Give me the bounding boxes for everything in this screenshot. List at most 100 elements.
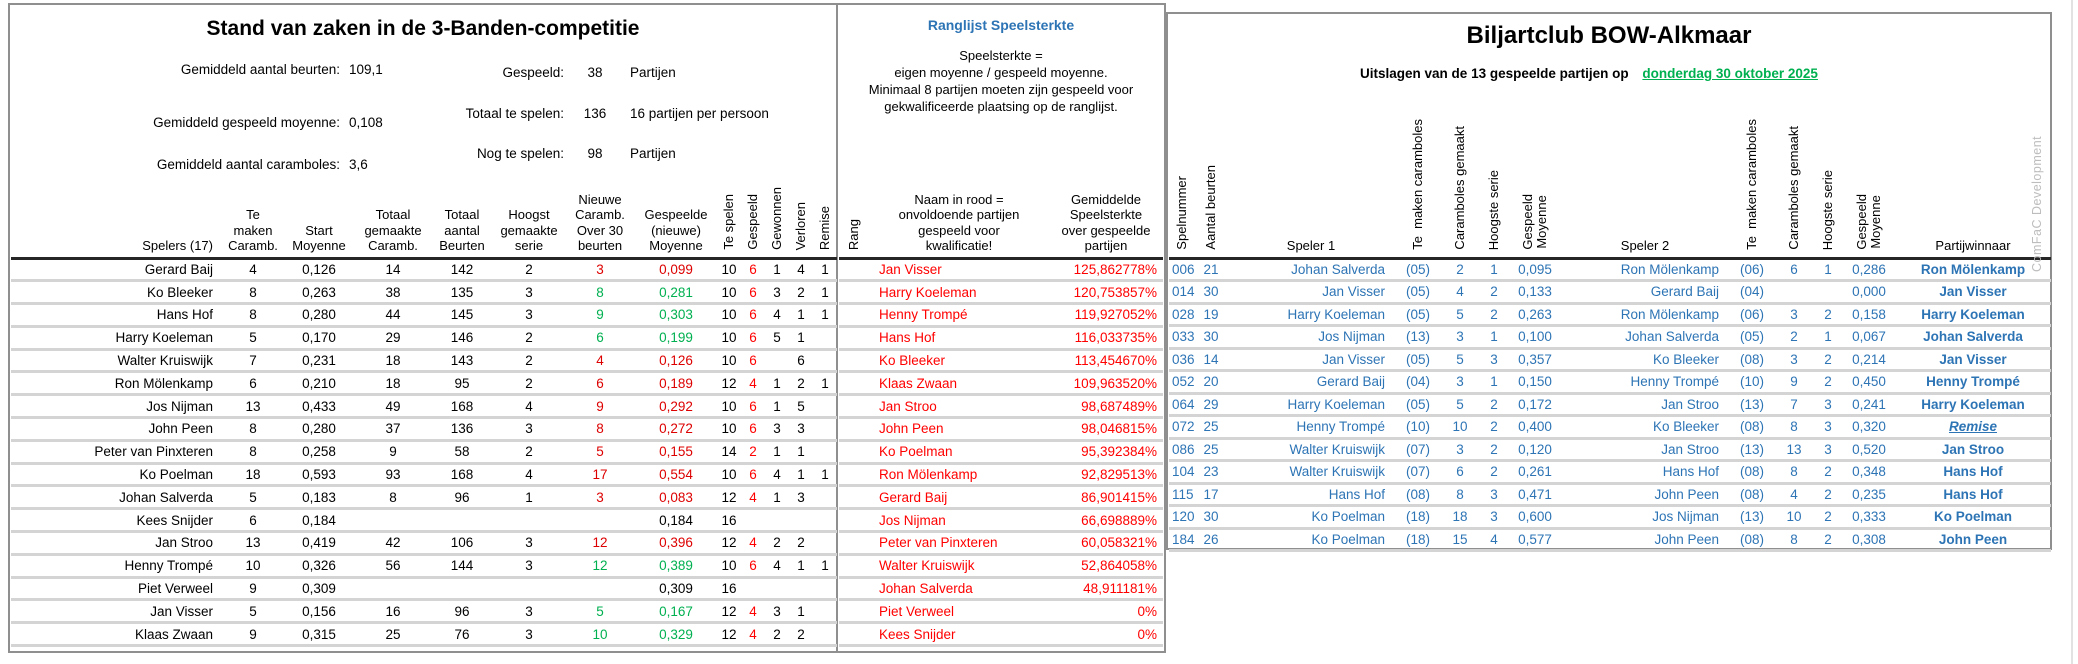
cell-speler1-hoogste-serie: 2 [1479, 280, 1509, 305]
standings-row: Harry Koeleman 5 0,170 29 146 2 6 0,199 … [11, 326, 837, 351]
cell-gewonnen: 3 [765, 599, 789, 625]
cell-gespeelde-moyenne: 0,389 [635, 554, 717, 579]
cell-start-moyenne: 0,231 [283, 349, 355, 374]
cell-speler1-hoogste-serie: 1 [1479, 325, 1509, 350]
cell-rang [839, 440, 869, 465]
stat-value: 109,1 [349, 62, 383, 77]
cell-rang [839, 280, 869, 306]
cell-totaal-gemaakte: 38 [355, 280, 431, 306]
cell-speler2-moyenne: 0,067 [1843, 325, 1895, 350]
cell-te-maken: 7 [223, 349, 283, 374]
cell-nieuwe-caramb: 6 [565, 326, 635, 351]
cell-totaal-gemaakte: 44 [355, 303, 431, 328]
cell-speelsterkte: 119,927052% [1049, 303, 1163, 328]
cell-spelnummer: 120 [1169, 505, 1195, 530]
ranking-table: Rang Naam in rood = onvoldoende partijen… [839, 132, 1163, 648]
cell-gespeelde-moyenne: 0,309 [635, 577, 717, 602]
cell-speler1-moyenne: 0,400 [1509, 415, 1561, 440]
cell-verloren: 1 [789, 463, 813, 488]
cell-nieuwe-caramb: 8 [565, 417, 635, 442]
standings-row: Piet Verweel 9 0,309 0,309 16 [11, 577, 837, 602]
cell-speler2-naam: Jan Stroo [1561, 393, 1729, 417]
cell-te-maken: 13 [223, 394, 283, 420]
cell-speler1-hoogste-serie: 3 [1479, 348, 1509, 372]
cell-speler2-te-maken: (10) [1729, 370, 1775, 395]
cell-gewonnen: 1 [765, 485, 789, 511]
col-gewonnen: Gewonnen [765, 132, 789, 260]
ranking-row: Peter van Pinxteren 60,058321% [839, 531, 1163, 556]
cell-spelnummer: 028 [1169, 303, 1195, 327]
col-spelnummer: Spelnummer [1169, 108, 1195, 260]
stat-suffix: 16 partijen per persoon [630, 106, 769, 121]
cell-speler2-gemaakt [1775, 280, 1813, 305]
cell-spelnummer: 104 [1169, 460, 1195, 485]
col-naam-note: Naam in rood = onvoldoende partijen gesp… [869, 132, 1049, 260]
standings-title: Stand van zaken in de 3-Banden-competiti… [206, 17, 640, 40]
ranking-row: Gerard Baij 86,901415% [839, 485, 1163, 511]
cell-aantal-beurten: 23 [1195, 460, 1227, 485]
cell-partijwinnaar: Jan Visser [1895, 280, 2051, 305]
cell-spelnummer: 033 [1169, 325, 1195, 350]
cell-hoogste-serie: 2 [493, 349, 565, 374]
comfac-watermark: ComFaC Development [2030, 135, 2044, 272]
cell-hoogste-serie: 3 [493, 417, 565, 442]
cell-totaal-beurten: 146 [431, 326, 493, 351]
cell-speler2-naam: Henny Trompé [1561, 370, 1729, 395]
cell-speler1-hoogste-serie: 3 [1479, 483, 1509, 507]
cell-speler2-hoogste-serie: 1 [1813, 258, 1843, 282]
cell-speler2-gemaakt: 8 [1775, 528, 1813, 552]
cell-hoogste-serie: 3 [493, 554, 565, 579]
cell-gewonnen: 3 [765, 417, 789, 442]
cell-aantal-beurten: 17 [1195, 483, 1227, 507]
cell-start-moyenne: 0,258 [283, 440, 355, 465]
cell-te-maken: 8 [223, 440, 283, 465]
cell-naam: Harry Koeleman [869, 280, 1049, 306]
cell-start-moyenne: 0,263 [283, 280, 355, 306]
ranking-row: Walter Kruiswijk 52,864058% [839, 554, 1163, 579]
cell-remise [813, 531, 837, 556]
cell-speler-naam: Jan Visser [11, 599, 223, 625]
cell-totaal-gemaakte: 18 [355, 371, 431, 397]
cell-speler2-moyenne: 0,158 [1843, 303, 1895, 327]
col-p1-te-maken: Te maken caramboles [1395, 108, 1441, 260]
cell-naam: Jos Nijman [869, 508, 1049, 534]
cell-rang [839, 349, 869, 374]
ranking-row: Jos Nijman 66,698889% [839, 508, 1163, 534]
cell-speelsterkte: 95,392384% [1049, 440, 1163, 465]
cell-verloren: 4 [789, 258, 813, 283]
cell-speler2-gemaakt: 7 [1775, 393, 1813, 417]
result-row: 120 30 Ko Poelman (18) 18 3 0,600 Jos Ni… [1169, 505, 2051, 530]
cell-speler-naam: Gerard Baij [11, 258, 223, 283]
cell-speler2-te-maken: (04) [1729, 280, 1775, 305]
cell-rang [839, 531, 869, 556]
standings-table: Spelers (17) Te maken Caramb. Start Moye… [11, 132, 837, 648]
cell-te-maken: 9 [223, 622, 283, 648]
cell-speler1-te-maken: (07) [1395, 460, 1441, 485]
cell-speler-naam: Harry Koeleman [11, 326, 223, 351]
cell-speler1-moyenne: 0,471 [1509, 483, 1561, 507]
standings-row: Gerard Baij 4 0,126 14 142 2 3 0,099 10 … [11, 258, 837, 283]
cell-speler-naam: Hans Hof [11, 303, 223, 328]
standings-row: Peter van Pinxteren 8 0,258 9 58 2 5 0,1… [11, 440, 837, 465]
cell-speler1-moyenne: 0,172 [1509, 393, 1561, 417]
cell-totaal-gemaakte: 9 [355, 440, 431, 465]
cell-naam: Kees Snijder [869, 622, 1049, 648]
cell-verloren: 1 [789, 599, 813, 625]
cell-totaal-beurten: 76 [431, 622, 493, 648]
cell-spelnummer: 086 [1169, 438, 1195, 462]
cell-totaal-beurten: 145 [431, 303, 493, 328]
cell-remise: 1 [813, 463, 837, 488]
cell-te-maken: 4 [223, 258, 283, 283]
ranking-row: Harry Koeleman 120,753857% [839, 280, 1163, 306]
cell-gespeelde-moyenne: 0,281 [635, 280, 717, 306]
cell-speler2-gemaakt: 6 [1775, 258, 1813, 282]
standings-row: John Peen 8 0,280 37 136 3 8 0,272 10 6 … [11, 417, 837, 442]
cell-speler-naam: Ko Bleeker [11, 280, 223, 306]
ranking-row: Kees Snijder 0% [839, 622, 1163, 648]
cell-naam: Klaas Zwaan [869, 371, 1049, 397]
col-totaal-aantal-beurten: Totaal aantal Beurten [431, 132, 493, 260]
cell-gewonnen [765, 508, 789, 534]
result-row: 036 14 Jan Visser (05) 5 3 0,357 Ko Blee… [1169, 348, 2051, 372]
cell-te-maken: 5 [223, 326, 283, 351]
cell-hoogste-serie: 1 [493, 485, 565, 511]
